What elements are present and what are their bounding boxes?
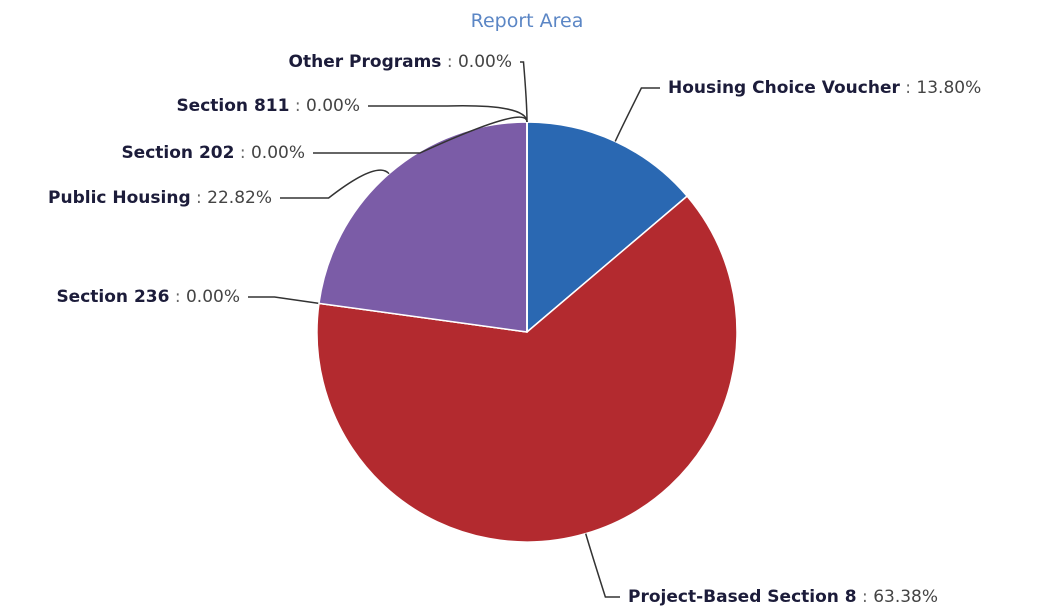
slice-name: Section 811 bbox=[176, 96, 290, 116]
leader-line bbox=[313, 116, 528, 154]
slice-value: 0.00% bbox=[169, 287, 240, 307]
pie-slice bbox=[318, 121, 528, 333]
slice-label: Section 2360.00% bbox=[56, 287, 240, 307]
slice-label: Other Programs0.00% bbox=[289, 52, 512, 72]
slice-name: Other Programs bbox=[288, 52, 442, 72]
slice-value: 22.82% bbox=[191, 188, 272, 208]
slice-name: Section 236 bbox=[56, 287, 170, 307]
slice-name: Section 202 bbox=[121, 143, 235, 163]
leader-line bbox=[368, 105, 528, 123]
slice-value: 13.80% bbox=[900, 78, 981, 98]
slice-label: Section 2020.00% bbox=[121, 143, 305, 163]
slice-name: Public Housing bbox=[48, 188, 191, 208]
slice-value: 0.00% bbox=[441, 52, 512, 72]
slice-name: Project-Based Section 8 bbox=[628, 587, 857, 607]
slice-label: Housing Choice Voucher13.80% bbox=[668, 78, 981, 98]
chart-subtitle: Report Area bbox=[470, 10, 584, 32]
slice-value: 63.38% bbox=[857, 587, 938, 607]
slice-label: Public Housing22.82% bbox=[48, 188, 272, 208]
slice-label: Project-Based Section 863.38% bbox=[628, 587, 938, 607]
leader-line bbox=[520, 61, 528, 123]
pie-slice bbox=[316, 195, 738, 543]
slice-value: 0.00% bbox=[234, 143, 305, 163]
leader-line bbox=[280, 169, 390, 199]
slice-label: Section 8110.00% bbox=[176, 96, 360, 116]
slice-value: 0.00% bbox=[289, 96, 360, 116]
leader-line bbox=[614, 87, 660, 142]
leader-line bbox=[248, 296, 320, 305]
slice-name: Housing Choice Voucher bbox=[668, 78, 900, 98]
leader-line bbox=[584, 533, 620, 598]
